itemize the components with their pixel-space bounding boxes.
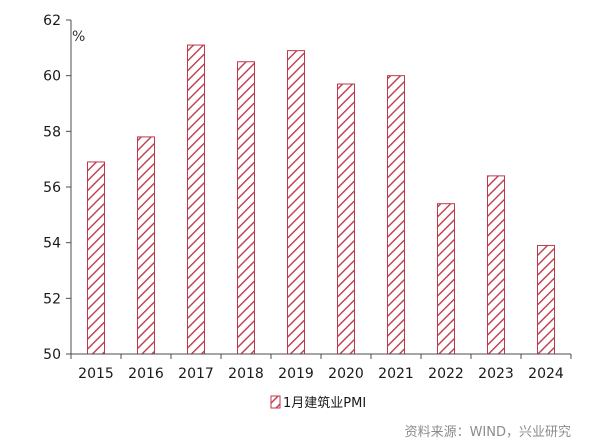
bar-2017 <box>187 44 205 355</box>
x-tick-label-2017: 2017 <box>178 366 214 382</box>
x-tick-label-2023: 2023 <box>478 366 514 382</box>
y-tick-label-54: 54 <box>43 236 61 252</box>
bar-2022 <box>437 203 455 355</box>
bar-2023 <box>487 175 505 355</box>
legend-swatch <box>270 395 281 409</box>
x-tick-label-2019: 2019 <box>278 366 314 382</box>
y-tick-label-50: 50 <box>43 347 61 363</box>
bars <box>87 44 555 355</box>
legend-label: 1月建筑业PMI <box>283 395 366 411</box>
y-tick-label-58: 58 <box>43 124 61 140</box>
x-tick-label-2024: 2024 <box>528 366 564 382</box>
bar-2024 <box>537 244 555 355</box>
bar-2020 <box>337 83 355 355</box>
y-axis-ticks: 50 52 54 56 58 60 62 <box>43 13 71 363</box>
x-tick-label-2022: 2022 <box>428 366 464 382</box>
y-unit-label: % <box>72 29 85 45</box>
legend: 1月建筑业PMI <box>270 395 366 411</box>
bar-2018 <box>237 61 255 355</box>
bar-2016 <box>137 136 155 355</box>
bar-2015 <box>87 161 105 355</box>
x-tick-label-2021: 2021 <box>378 366 414 382</box>
y-tick-label-62: 62 <box>43 13 61 29</box>
y-tick-label-52: 52 <box>43 291 61 307</box>
bar-2019 <box>287 50 305 355</box>
x-tick-label-2018: 2018 <box>228 366 264 382</box>
y-tick-label-60: 60 <box>43 69 61 85</box>
bar-2021 <box>387 75 405 355</box>
source-note: 资料来源：WIND，兴业研究 <box>405 425 571 440</box>
x-tick-label-2015: 2015 <box>78 366 114 382</box>
y-tick-label-56: 56 <box>43 180 61 196</box>
x-axis-ticks: 2015 2016 2017 2018 2019 2020 2021 2022 2023 2024 <box>70 354 572 382</box>
x-tick-label-2016: 2016 <box>128 366 164 382</box>
x-tick-label-2020: 2020 <box>328 366 364 382</box>
